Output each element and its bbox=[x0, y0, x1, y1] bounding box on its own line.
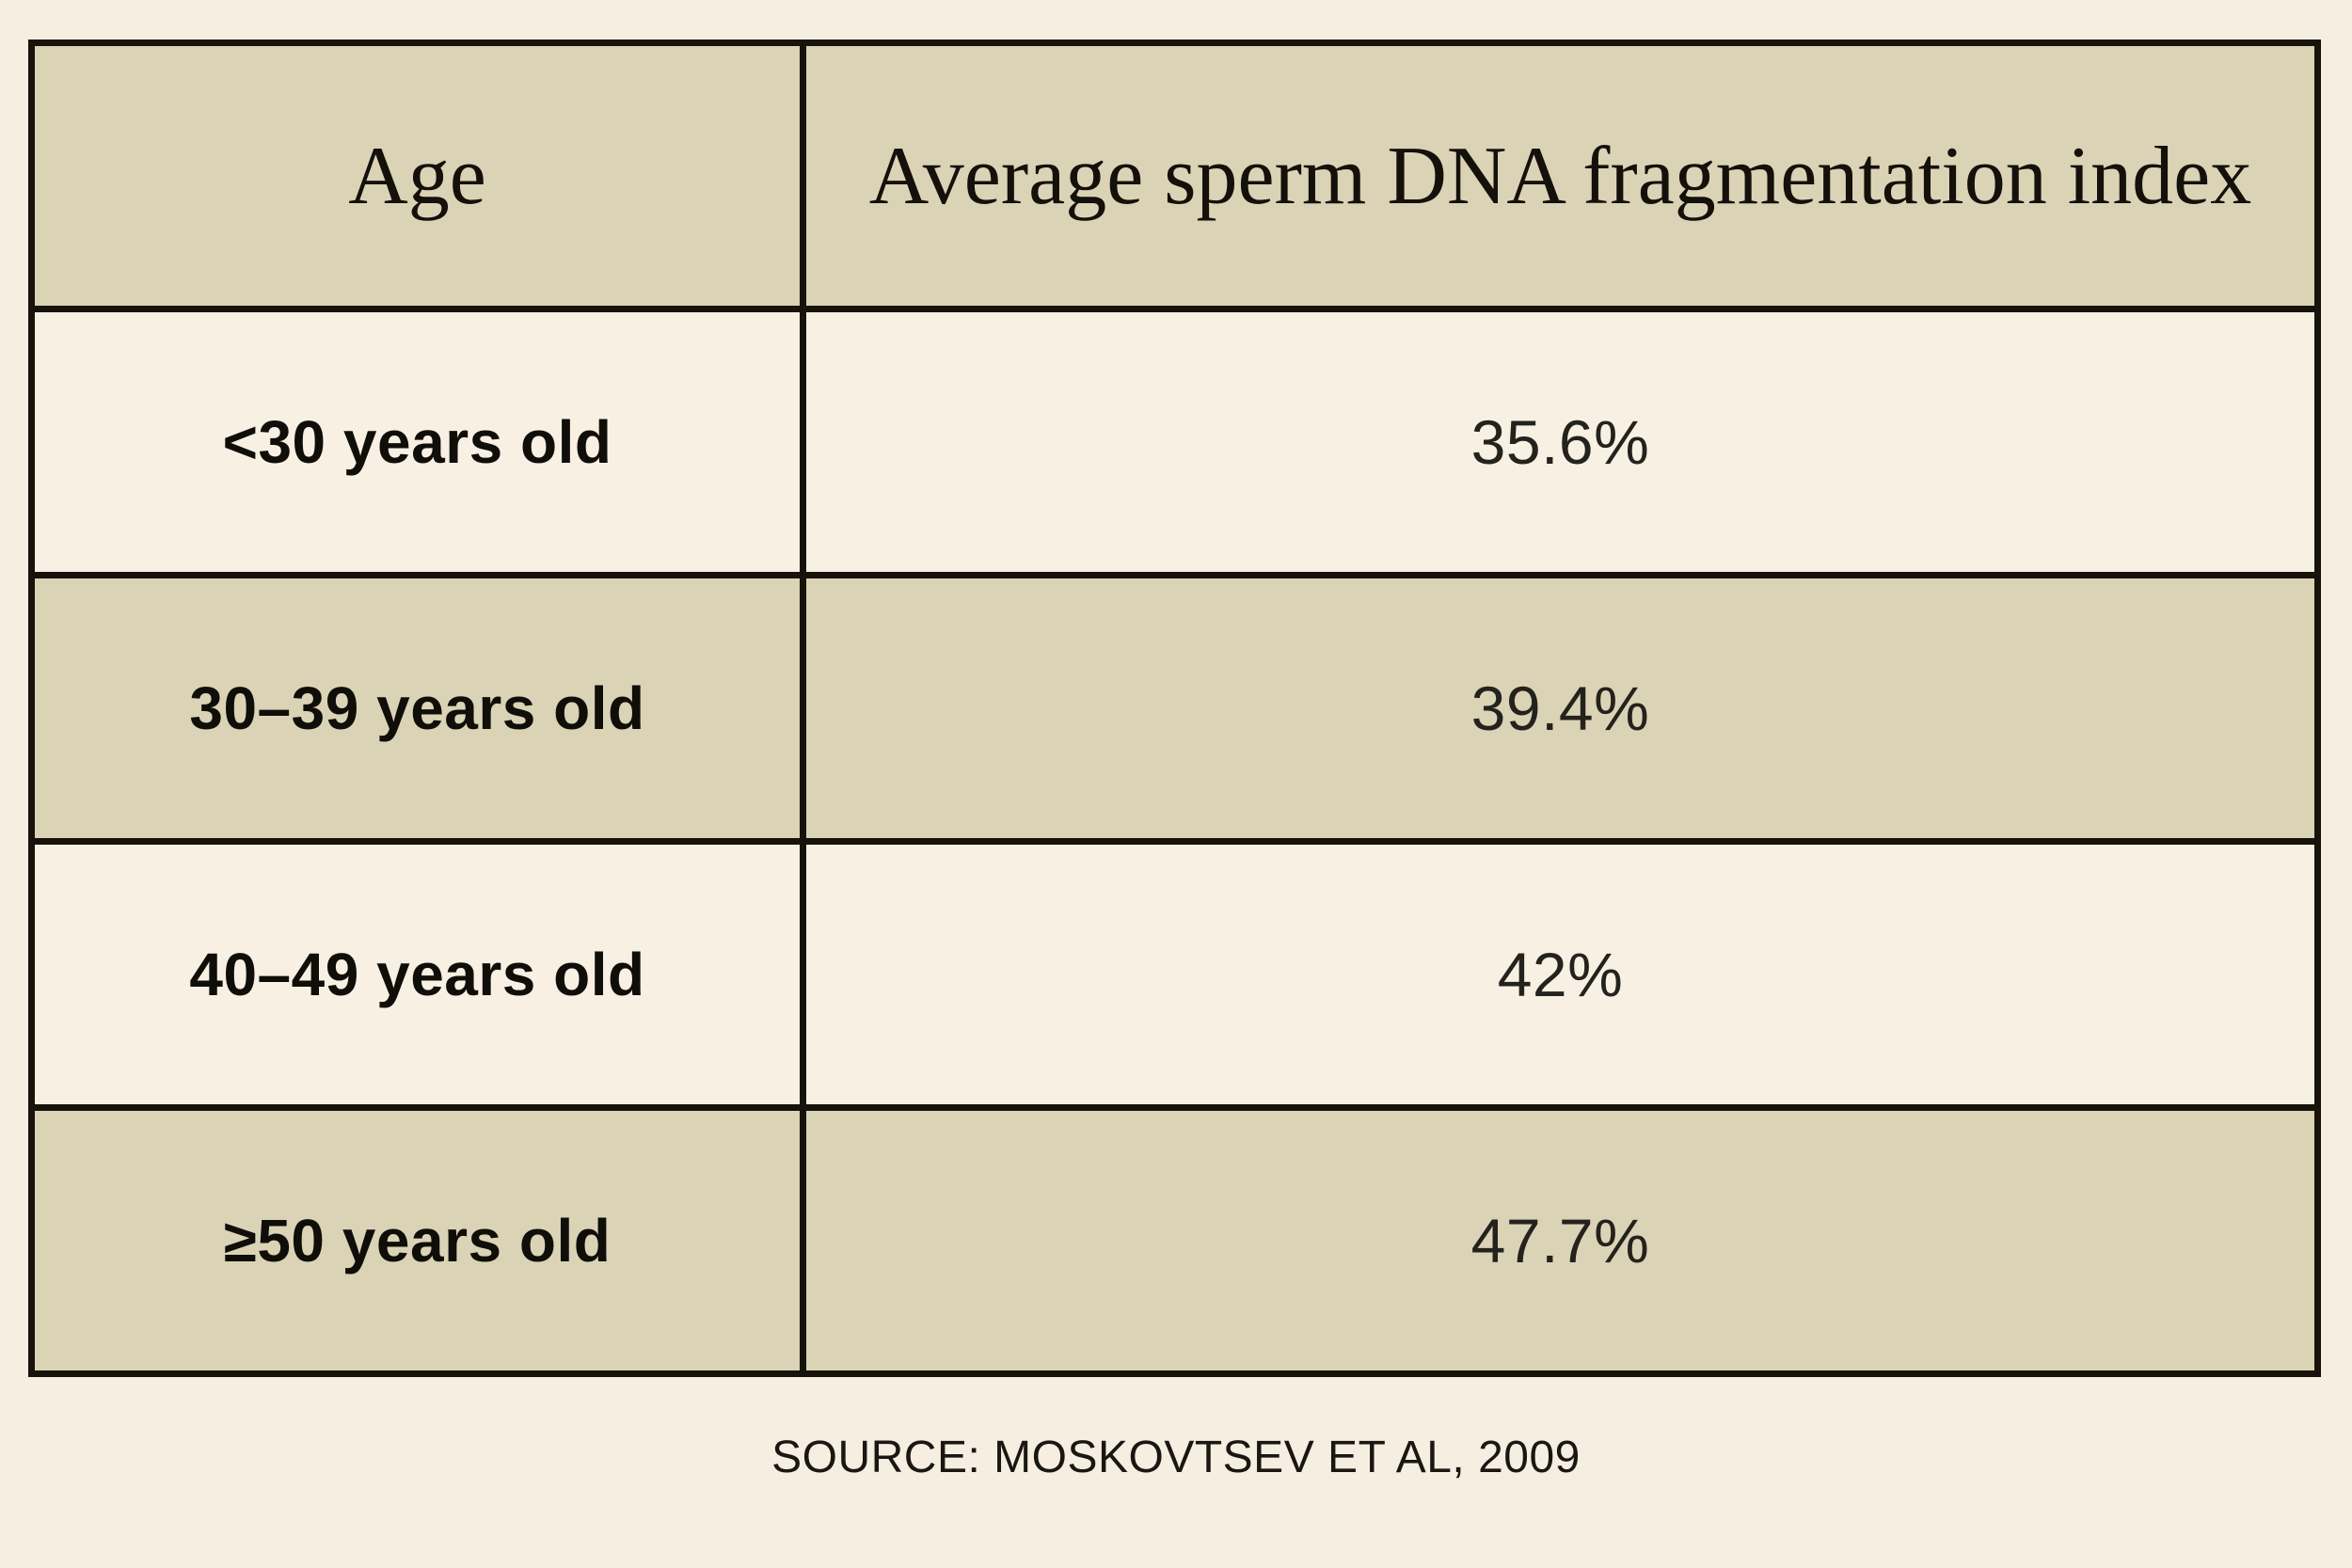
header-cell-fragmentation-index: Average sperm DNA fragmentation index bbox=[800, 40, 2321, 312]
dfi-value-under-30: 35.6% bbox=[800, 306, 2321, 578]
age-label-under-30: <30 years old bbox=[28, 306, 806, 578]
dfi-value-50-plus: 47.7% bbox=[800, 1104, 2321, 1377]
age-label-50-plus: ≥50 years old bbox=[28, 1104, 806, 1377]
dfi-by-age-table: Age Average sperm DNA fragmentation inde… bbox=[28, 40, 2321, 1377]
table-row: <30 years old 35.6% bbox=[28, 306, 2321, 578]
source-note: SOURCE: MOSKOVTSEV ET AL, 2009 bbox=[771, 1433, 1581, 1482]
table-row: ≥50 years old 47.7% bbox=[28, 1104, 2321, 1377]
table-header-row: Age Average sperm DNA fragmentation inde… bbox=[28, 40, 2321, 312]
age-label-30-39: 30–39 years old bbox=[28, 572, 806, 845]
dfi-value-30-39: 39.4% bbox=[800, 572, 2321, 845]
table-row: 40–49 years old 42% bbox=[28, 838, 2321, 1111]
dfi-value-40-49: 42% bbox=[800, 838, 2321, 1111]
age-label-40-49: 40–49 years old bbox=[28, 838, 806, 1111]
header-cell-age: Age bbox=[28, 40, 806, 312]
table-row: 30–39 years old 39.4% bbox=[28, 572, 2321, 845]
